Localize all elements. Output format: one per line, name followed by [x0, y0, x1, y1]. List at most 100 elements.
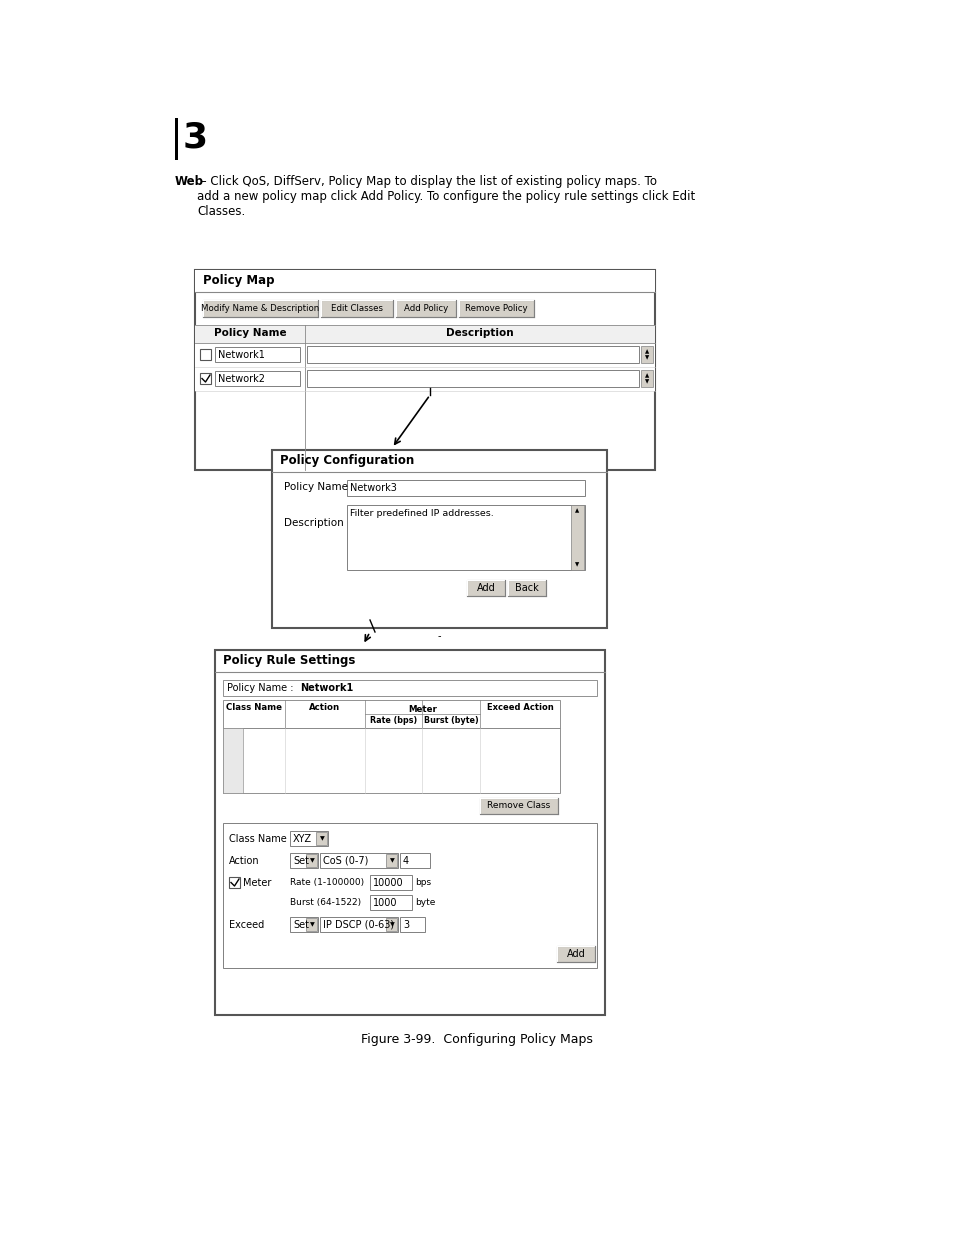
Bar — [200, 350, 211, 359]
Bar — [203, 300, 317, 317]
Bar — [315, 832, 327, 845]
Bar — [272, 450, 606, 629]
Text: 1000: 1000 — [373, 898, 397, 908]
Bar — [306, 853, 316, 867]
Bar — [223, 727, 243, 793]
Text: XYZ: XYZ — [293, 834, 312, 844]
Bar — [370, 876, 412, 890]
Bar — [214, 347, 299, 362]
Bar — [479, 798, 558, 814]
Text: Policy Map: Policy Map — [203, 274, 274, 287]
Bar — [571, 505, 583, 571]
Bar — [194, 343, 655, 367]
Bar — [347, 505, 584, 571]
Text: CoS (0-7): CoS (0-7) — [323, 856, 368, 866]
Bar — [640, 346, 652, 363]
Text: ▼: ▼ — [310, 923, 314, 927]
Bar — [386, 918, 396, 931]
Text: 3: 3 — [402, 920, 409, 930]
Text: Burst (byte): Burst (byte) — [423, 716, 478, 725]
Text: Exceed: Exceed — [229, 920, 264, 930]
Text: Network3: Network3 — [350, 483, 396, 493]
Text: Class Name: Class Name — [229, 834, 287, 844]
Bar — [200, 373, 211, 384]
Text: Meter: Meter — [408, 705, 436, 714]
Text: byte: byte — [415, 898, 435, 906]
Bar — [223, 727, 559, 793]
Text: Rate (bps): Rate (bps) — [370, 716, 416, 725]
Bar — [223, 823, 597, 968]
Text: bps: bps — [415, 878, 431, 887]
Bar — [320, 300, 393, 317]
Bar — [194, 325, 655, 343]
Text: Description: Description — [284, 517, 343, 529]
Text: Edit Classes: Edit Classes — [331, 304, 382, 312]
Bar — [214, 650, 604, 1015]
Text: Rate (1-100000): Rate (1-100000) — [290, 878, 364, 887]
Text: Policy Name :: Policy Name : — [227, 683, 294, 693]
Text: Policy Configuration: Policy Configuration — [280, 454, 414, 467]
Text: Add: Add — [476, 583, 495, 593]
Text: Set: Set — [293, 920, 309, 930]
Text: ▲: ▲ — [644, 373, 648, 378]
Text: Network1: Network1 — [299, 683, 353, 693]
Text: Action: Action — [229, 856, 259, 866]
Text: IP DSCP (0-63): IP DSCP (0-63) — [323, 920, 394, 930]
Text: Policy Rule Settings: Policy Rule Settings — [223, 655, 355, 667]
Bar — [194, 270, 655, 291]
Text: Policy Name: Policy Name — [284, 482, 348, 492]
Text: Remove Policy: Remove Policy — [465, 304, 527, 312]
Text: ▼: ▼ — [319, 836, 324, 841]
Text: Burst (64-1522): Burst (64-1522) — [290, 898, 361, 906]
Bar — [194, 270, 655, 471]
Bar — [290, 831, 328, 846]
Text: 4: 4 — [402, 856, 409, 866]
Bar — [386, 853, 396, 867]
Text: ▼: ▼ — [644, 379, 648, 384]
Bar — [399, 918, 424, 932]
Bar — [395, 300, 456, 317]
Text: Modify Name & Description: Modify Name & Description — [201, 304, 319, 312]
Bar — [229, 877, 240, 888]
Text: ▲: ▲ — [644, 350, 648, 354]
Text: ▼: ▼ — [644, 354, 648, 359]
Text: Network1: Network1 — [218, 350, 265, 359]
Text: Exceed Action: Exceed Action — [486, 703, 553, 711]
Text: Description: Description — [446, 329, 514, 338]
Bar — [223, 700, 559, 727]
Text: -: - — [436, 631, 440, 641]
Text: Network2: Network2 — [218, 373, 265, 384]
Bar — [290, 853, 317, 868]
Text: ▼: ▼ — [310, 858, 314, 863]
Bar — [467, 580, 504, 597]
Text: Figure 3-99.  Configuring Policy Maps: Figure 3-99. Configuring Policy Maps — [360, 1032, 593, 1046]
Bar — [307, 370, 639, 387]
Bar — [174, 119, 178, 161]
Text: Remove Class: Remove Class — [487, 802, 550, 810]
Text: Meter: Meter — [243, 878, 271, 888]
Text: ▲: ▲ — [575, 508, 579, 513]
Text: Add: Add — [566, 948, 585, 960]
Text: Add Policy: Add Policy — [403, 304, 448, 312]
Text: Set: Set — [293, 856, 309, 866]
Bar — [194, 367, 655, 391]
Bar — [370, 895, 412, 910]
Bar — [306, 918, 316, 931]
Bar — [640, 370, 652, 387]
Bar — [557, 946, 595, 962]
Bar — [507, 580, 545, 597]
Bar — [214, 370, 299, 387]
Bar — [347, 480, 584, 496]
Bar — [458, 300, 534, 317]
Bar — [290, 918, 317, 932]
Text: Web: Web — [174, 175, 204, 188]
Text: Filter predefined IP addresses.: Filter predefined IP addresses. — [350, 509, 494, 517]
Text: ▼: ▼ — [389, 923, 394, 927]
Text: Policy Name: Policy Name — [213, 329, 286, 338]
Text: – Click QoS, DiffServ, Policy Map to display the list of existing policy maps. T: – Click QoS, DiffServ, Policy Map to dis… — [196, 175, 695, 219]
Text: Class Name: Class Name — [226, 703, 282, 711]
Text: ▼: ▼ — [389, 858, 394, 863]
Bar — [319, 918, 397, 932]
Text: 10000: 10000 — [373, 878, 403, 888]
Bar — [399, 853, 430, 868]
